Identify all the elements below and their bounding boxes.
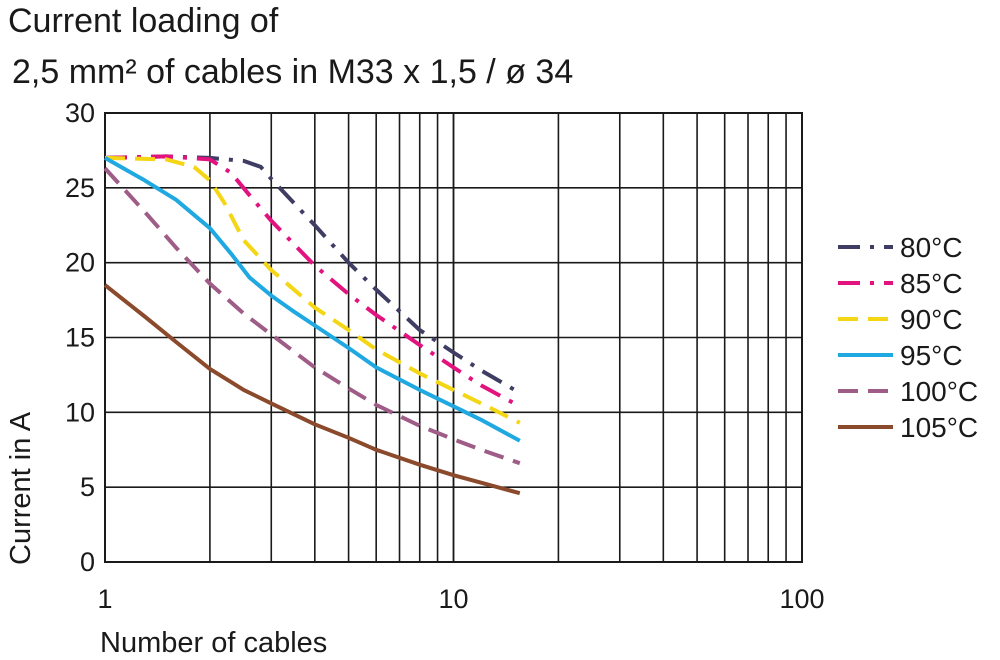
x-tick-label: 100 xyxy=(779,584,824,614)
legend-entry-label: 80°C xyxy=(900,232,963,263)
series-line xyxy=(104,154,521,395)
legend-entry-label: 90°C xyxy=(900,304,963,335)
y-tick-label: 15 xyxy=(65,323,95,353)
y-tick-label: 5 xyxy=(80,472,95,502)
y-tick-label: 25 xyxy=(65,173,95,203)
series-line xyxy=(103,167,521,466)
y-tick-label: 0 xyxy=(80,547,95,577)
y-tick-label: 30 xyxy=(65,98,95,128)
tick-labels: 0 5 10 15 20 25 30 1 10 100 xyxy=(65,98,825,614)
grid xyxy=(104,112,803,563)
legend: 80°C 85°C 90°C 95°C 100°C 105°C xyxy=(838,232,978,443)
series-layer xyxy=(103,154,521,496)
series-line xyxy=(104,155,521,425)
legend-entry-label: 105°C xyxy=(900,412,978,443)
legend-entry-label: 100°C xyxy=(900,376,978,407)
x-tick-label: 1 xyxy=(97,584,112,614)
series-line xyxy=(103,283,521,496)
legend-entry-label: 85°C xyxy=(900,268,963,299)
plot-border xyxy=(104,112,803,563)
y-tick-label: 20 xyxy=(65,248,95,278)
x-axis-label: Number of cables xyxy=(100,627,327,659)
series-line xyxy=(104,154,521,409)
legend-entry-label: 95°C xyxy=(900,340,963,371)
series-line xyxy=(104,156,521,443)
chart-subtitle: 2,5 mm² of cables in M33 x 1,5 / ø 34 xyxy=(12,53,573,91)
chart-title: Current loading of xyxy=(8,2,279,40)
x-tick-label: 10 xyxy=(438,584,468,614)
y-axis-label: Current in A xyxy=(5,411,37,565)
y-tick-label: 10 xyxy=(65,397,95,427)
